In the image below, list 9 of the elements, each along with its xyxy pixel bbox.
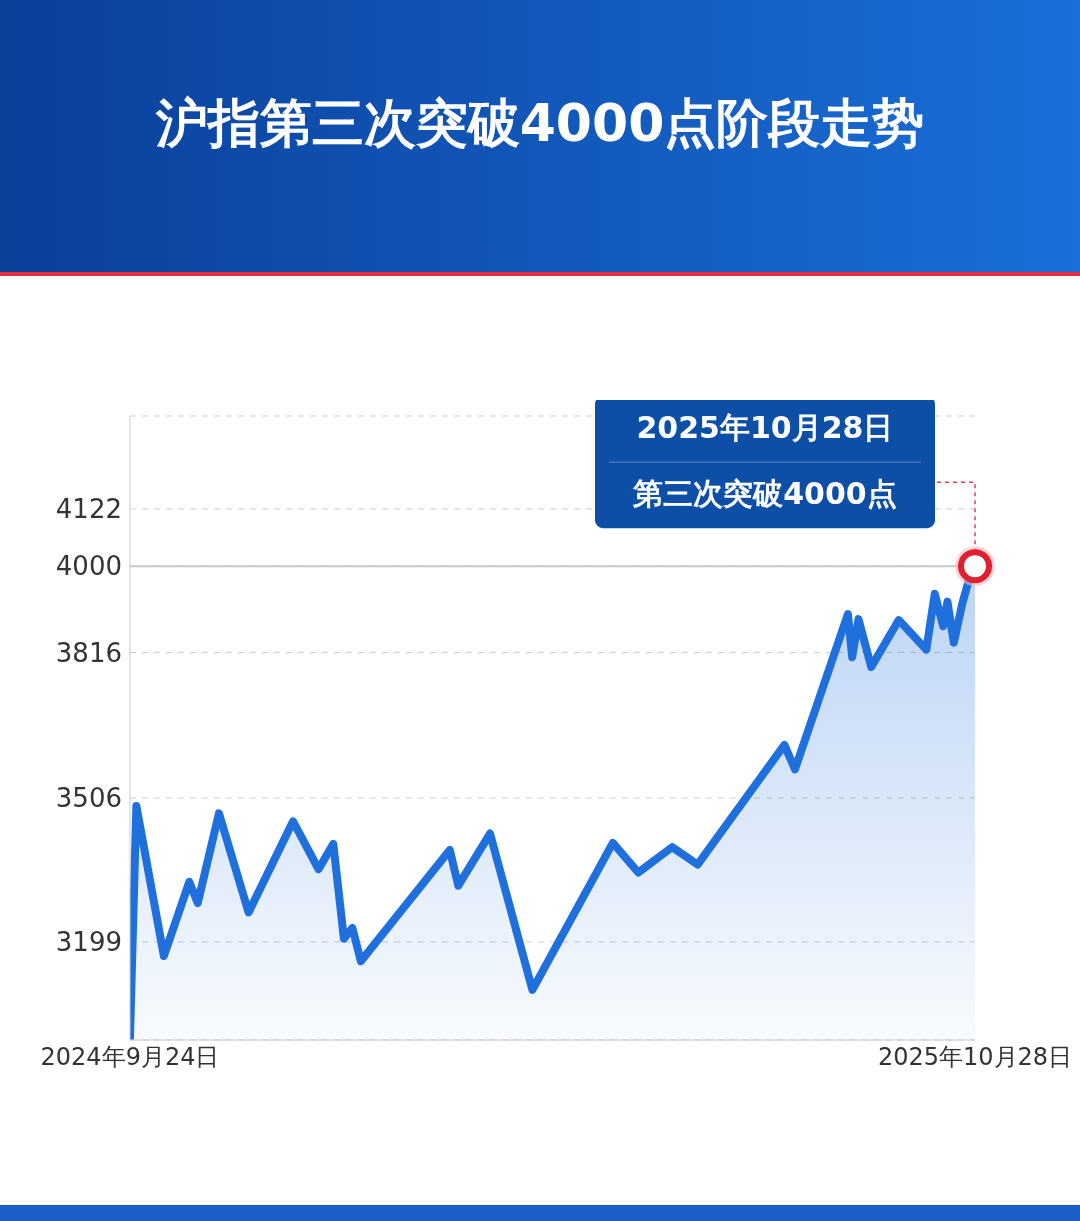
y-tick-label: 3199	[55, 927, 122, 958]
y-tick-label: 4122	[55, 494, 122, 525]
y-tick-label: 3816	[55, 637, 122, 668]
chart-title: 沪指第三次突破4000点阶段走势	[155, 92, 925, 155]
annotation: 2025年10月28日	[636, 410, 894, 446]
y-tick-label: 3506	[55, 783, 122, 814]
annotation: 第三次突破4000点	[632, 476, 897, 512]
y-tick-label: 4000	[55, 551, 122, 582]
x-tick-label: 2024年9月24日	[40, 1043, 220, 1072]
